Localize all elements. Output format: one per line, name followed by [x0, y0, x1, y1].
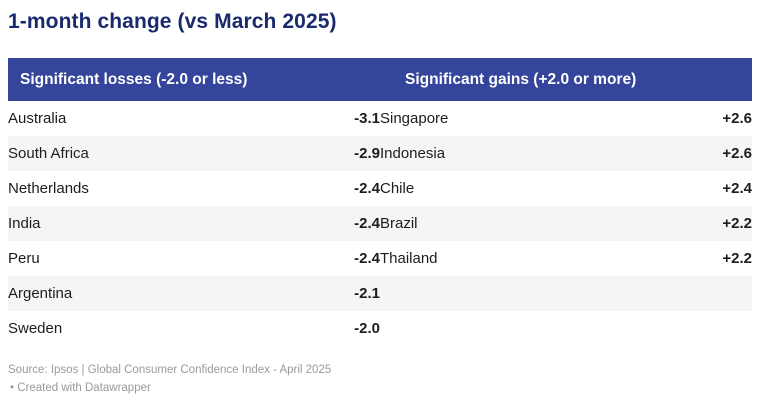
gain-value-cell: +2.2 — [603, 206, 752, 241]
gain-country-cell — [380, 311, 603, 346]
gain-country-cell: Thailand — [379, 250, 438, 267]
loss-country-cell: Peru — [8, 250, 40, 267]
table-header: Significant losses (-2.0 or less) Signif… — [8, 58, 752, 101]
chart-footer: Source: Ipsos | Global Consumer Confiden… — [8, 361, 752, 397]
loss-country-cell: Argentina — [8, 276, 232, 311]
loss-country-cell: Netherlands — [8, 180, 89, 197]
gain-country-cell: Brazil — [379, 206, 604, 241]
table-row: South Africa -2.9 Indonesia +2.6 — [8, 136, 752, 171]
gain-country-cell: Chile — [379, 180, 415, 197]
loss-value-cell: -2.4 — [231, 206, 380, 241]
source-text: Source: Ipsos | Global Consumer Confiden… — [8, 364, 332, 376]
gain-country-cell: Singapore — [379, 110, 449, 127]
gain-country-cell — [379, 276, 604, 311]
page-title: 1-month change (vs March 2025) — [8, 10, 337, 33]
table-header-row: Significant losses (-2.0 or less) Signif… — [8, 58, 752, 101]
gain-country-cell: Indonesia — [379, 136, 604, 171]
loss-country-cell: South Africa — [8, 136, 232, 171]
gain-value-cell: +2.4 — [722, 180, 752, 197]
loss-country-cell: India — [8, 206, 232, 241]
comparison-table: Significant losses (-2.0 or less) Signif… — [8, 58, 752, 346]
loss-value-cell: -3.1 — [354, 110, 380, 127]
loss-value-cell: -2.4 — [354, 250, 380, 267]
gain-value-cell: +2.2 — [722, 250, 752, 267]
loss-value-cell: -2.9 — [231, 136, 380, 171]
table-body: Australia -3.1 Singapore +2.6 South Afri… — [8, 101, 752, 346]
loss-value-cell: -2.1 — [231, 276, 380, 311]
loss-country-cell: Sweden — [8, 320, 63, 337]
table-row: Netherlands -2.4 Chile +2.4 — [8, 171, 752, 206]
gain-value-cell: +2.6 — [603, 136, 752, 171]
table-row: Argentina -2.1 — [8, 276, 752, 311]
attribution-text: • Created with Datawrapper — [10, 382, 151, 394]
gain-value-cell: +2.6 — [722, 110, 752, 127]
table-row: Peru -2.4 Thailand +2.2 — [8, 241, 752, 276]
gain-value-cell — [603, 276, 752, 311]
loss-value-cell: -2.4 — [354, 180, 380, 197]
loss-country-cell: Australia — [8, 110, 67, 127]
column-header-losses: Significant losses (-2.0 or less) — [8, 58, 380, 101]
table-row: Australia -3.1 Singapore +2.6 — [8, 101, 752, 136]
gain-value-cell — [603, 311, 752, 346]
table-row: India -2.4 Brazil +2.2 — [8, 206, 752, 241]
table-row: Sweden -2.0 — [8, 311, 752, 346]
loss-value-cell: -2.0 — [354, 320, 380, 337]
column-header-gains: Significant gains (+2.0 or more) — [379, 58, 752, 101]
